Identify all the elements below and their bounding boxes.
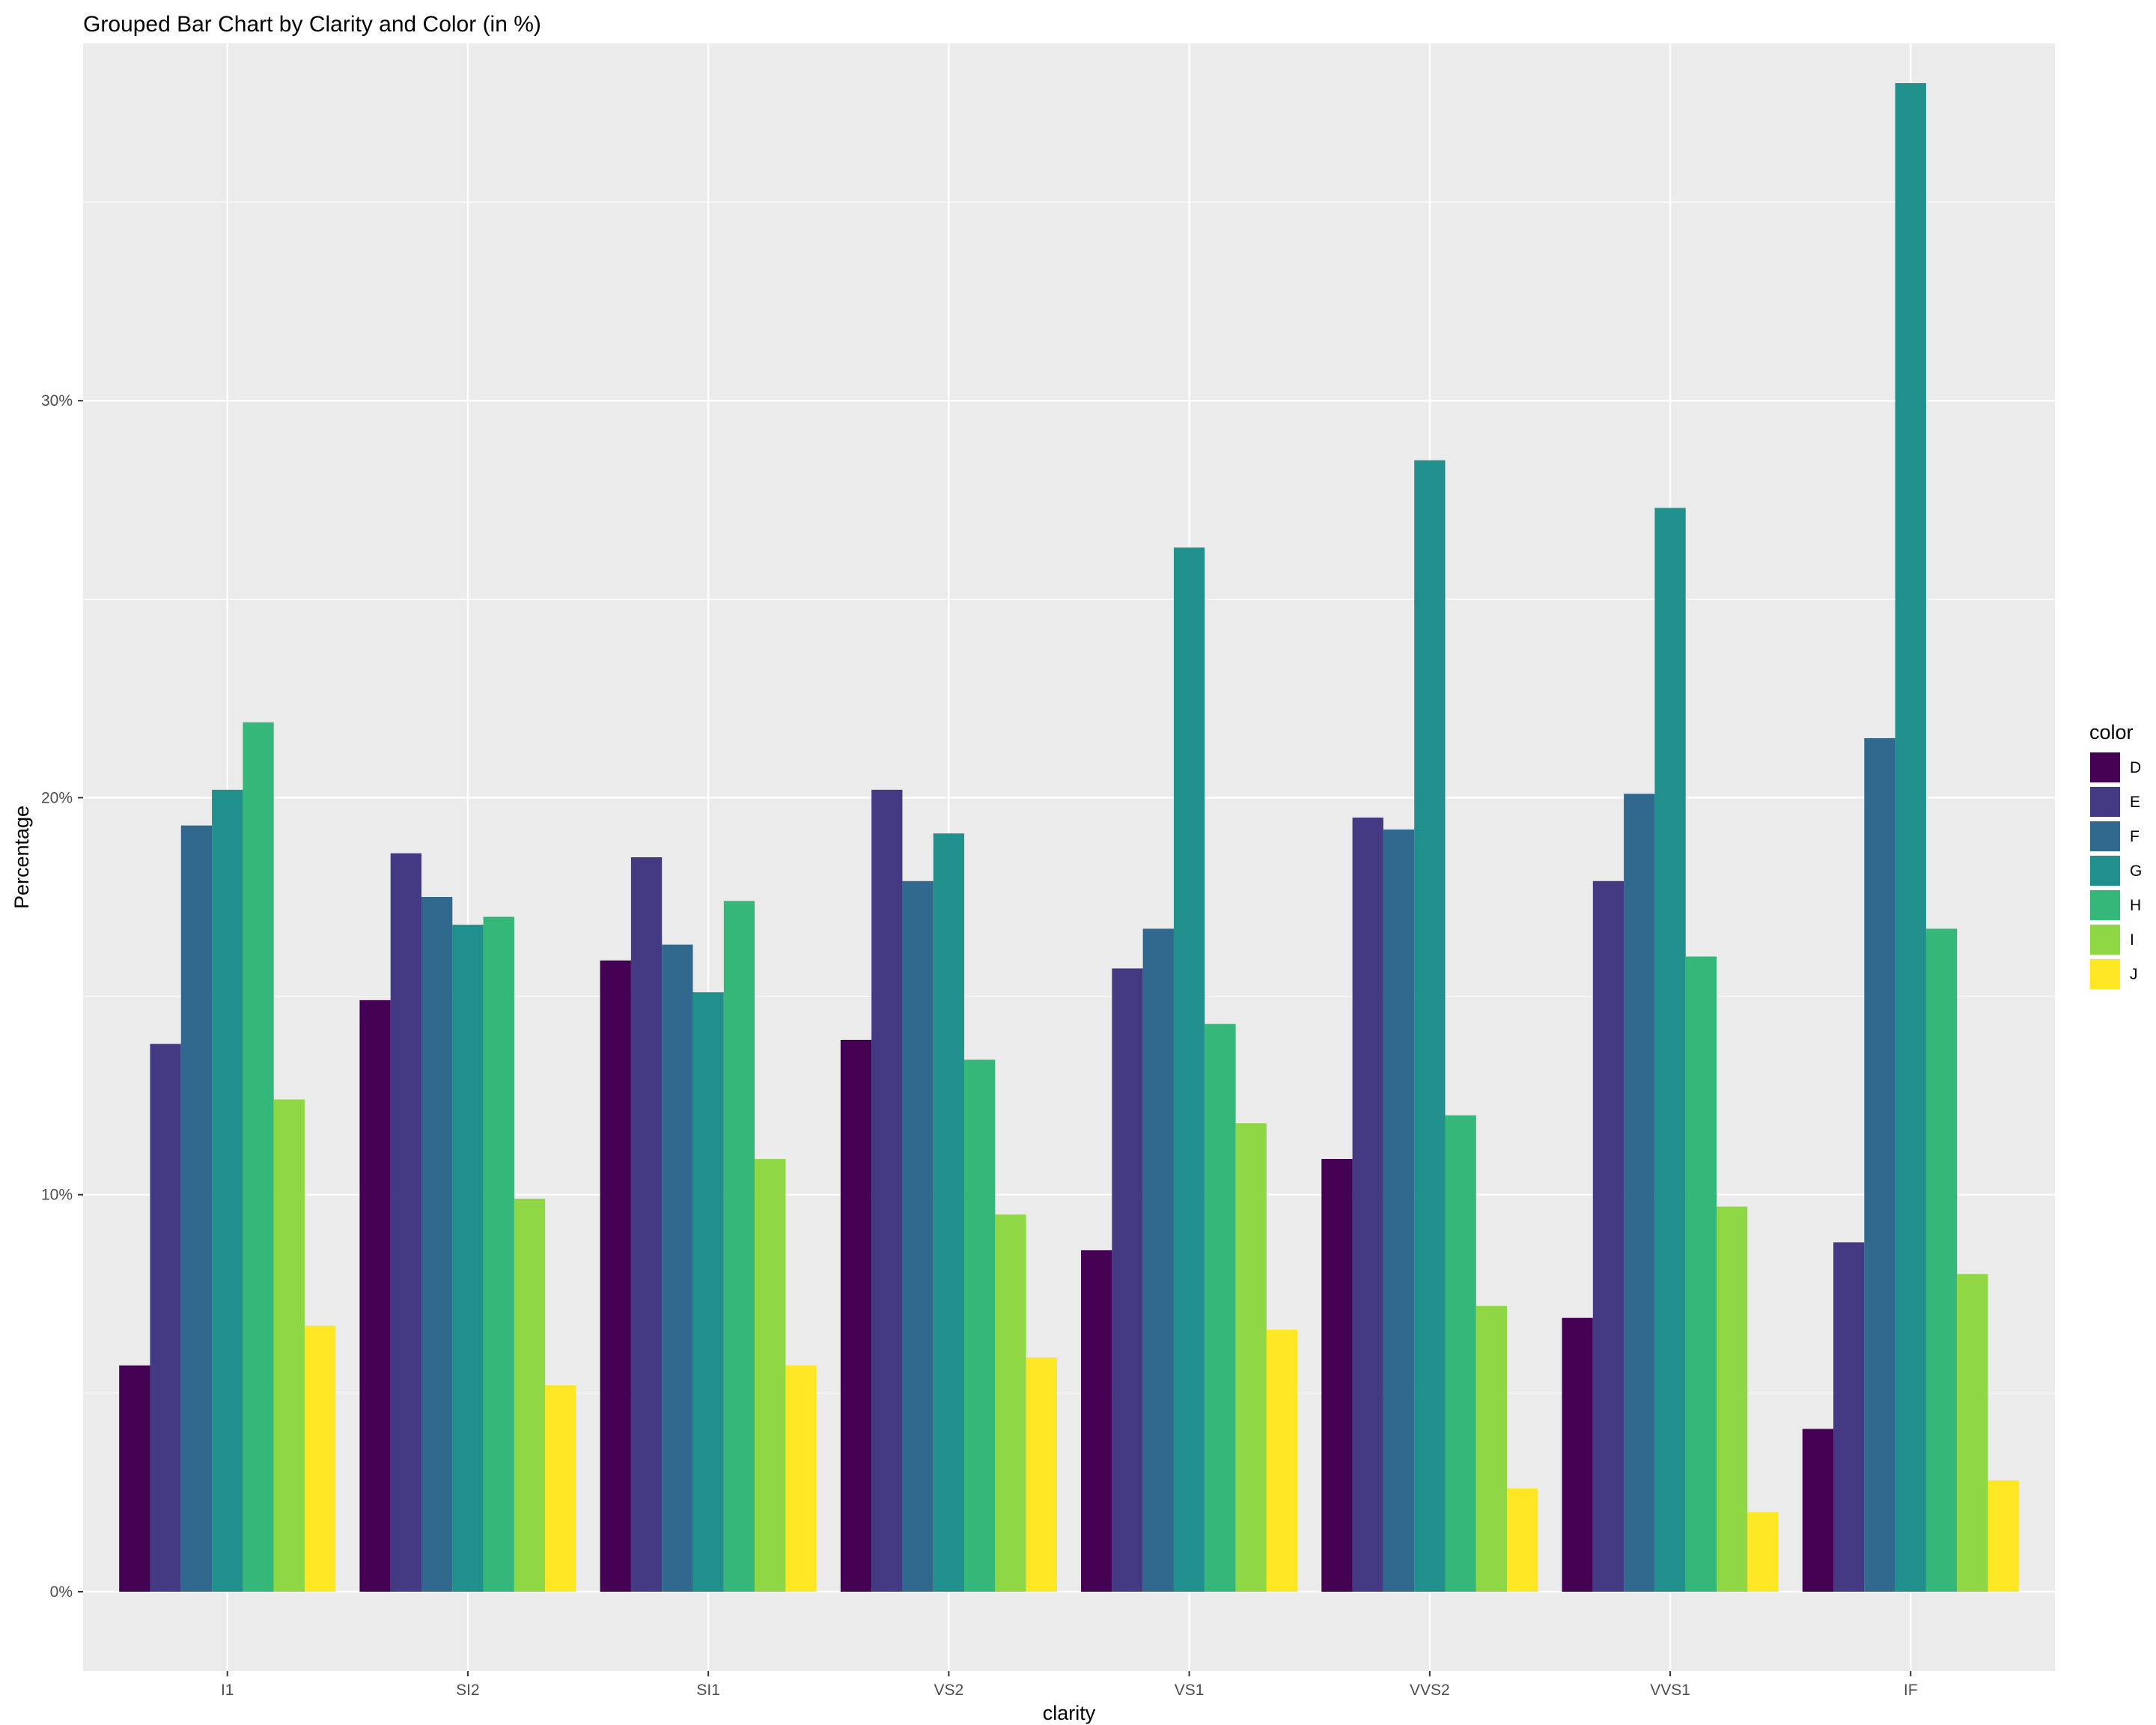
bar-vs2-d (840, 1039, 872, 1592)
bar-if-g (1895, 83, 1926, 1592)
bar-vs2-i (995, 1214, 1026, 1592)
bar-vvs2-e (1352, 817, 1383, 1592)
bar-if-j (1988, 1480, 2019, 1592)
x-tick-label: VS2 (934, 1682, 964, 1699)
bar-i1-d (119, 1365, 150, 1592)
bar-vs1-d (1081, 1250, 1112, 1592)
bar-vs1-i (1235, 1123, 1267, 1592)
bar-vvs2-i (1476, 1306, 1508, 1592)
bar-if-f (1864, 737, 1895, 1592)
bar-vs2-h (964, 1059, 996, 1592)
x-tick-label: VVS1 (1650, 1682, 1690, 1699)
y-axis-title: Percentage (10, 806, 33, 909)
x-tick-label: SI1 (696, 1682, 720, 1699)
bar-vvs1-d (1562, 1318, 1593, 1592)
y-tick-label: 20% (41, 789, 73, 806)
bar-si1-g (692, 992, 724, 1592)
bar-if-i (1957, 1274, 1988, 1592)
y-tick-label: 0% (50, 1583, 73, 1601)
bar-vvs1-i (1717, 1206, 1748, 1592)
bar-si1-f (662, 944, 693, 1592)
bar-si2-h (483, 916, 514, 1592)
bar-vs1-g (1173, 547, 1205, 1592)
bar-vs1-e (1112, 968, 1143, 1592)
bar-vvs1-f (1624, 794, 1655, 1592)
x-tick-label: VVS2 (1410, 1682, 1450, 1699)
bars-group (119, 83, 2019, 1592)
legend-title: color (2089, 721, 2134, 743)
y-axis: 0% 10% 20% 30% (41, 392, 83, 1601)
bar-i1-e (150, 1044, 181, 1592)
bar-si1-i (755, 1158, 786, 1592)
bar-i1-i (273, 1099, 305, 1592)
bar-if-h (1925, 928, 1958, 1592)
legend-swatch-h (2090, 890, 2120, 920)
x-tick-label: I1 (221, 1682, 234, 1699)
bar-si2-f (421, 897, 453, 1592)
bar-vs1-f (1142, 928, 1174, 1592)
legend-label-j: J (2130, 966, 2138, 983)
bar-i1-g (212, 789, 243, 1592)
legend-label-h: H (2130, 897, 2141, 914)
x-tick-label: SI2 (456, 1682, 480, 1699)
bar-si1-e (630, 857, 663, 1592)
bar-i1-f (180, 825, 213, 1592)
x-axis: I1 SI2 SI1 VS2 VS1 VVS2 VVS1 IF (221, 1671, 1918, 1699)
bar-si2-i (514, 1199, 546, 1592)
bar-vvs2-g (1414, 460, 1446, 1592)
legend-swatch-g (2090, 856, 2120, 886)
legend-swatch-d (2090, 752, 2120, 782)
legend-swatch-e (2090, 787, 2120, 817)
legend-label-i: I (2130, 931, 2134, 949)
bar-si2-g (452, 925, 484, 1592)
bar-vvs1-j (1747, 1512, 1779, 1592)
bar-vs2-g (933, 833, 965, 1592)
bar-vvs1-e (1592, 880, 1624, 1592)
bar-si2-d (359, 1000, 391, 1592)
chart-title: Grouped Bar Chart by Clarity and Color (… (83, 12, 541, 37)
bar-si1-j (785, 1365, 817, 1592)
bar-vs1-j (1266, 1329, 1298, 1592)
bar-vs2-f (902, 880, 934, 1592)
legend-swatch-f (2090, 821, 2120, 851)
bar-i1-h (243, 722, 274, 1592)
x-axis-title: clarity (1043, 1702, 1096, 1724)
bar-vvs2-f (1383, 829, 1415, 1592)
legend-label-g: G (2130, 862, 2142, 880)
bar-vvs2-d (1321, 1158, 1353, 1592)
x-tick-label: VS1 (1175, 1682, 1205, 1699)
bar-si2-e (390, 853, 421, 1592)
bar-vs1-h (1205, 1023, 1236, 1592)
y-tick-label: 10% (41, 1187, 73, 1204)
bar-vvs1-h (1685, 956, 1717, 1592)
bar-si2-j (545, 1385, 576, 1592)
x-tick-label: IF (1904, 1682, 1918, 1699)
bar-vvs1-g (1654, 508, 1686, 1592)
bar-vvs2-j (1507, 1488, 1538, 1592)
legend-label-f: F (2130, 828, 2140, 845)
legend-label-d: D (2130, 759, 2141, 776)
bar-si1-h (723, 901, 755, 1592)
bar-if-d (1802, 1429, 1834, 1592)
legend-swatch-i (2090, 925, 2120, 955)
legend-label-e: E (2130, 794, 2140, 811)
bar-if-e (1833, 1242, 1865, 1592)
y-tick-label: 30% (41, 392, 73, 410)
legend-swatch-j (2090, 959, 2120, 989)
bar-vvs2-h (1445, 1115, 1476, 1592)
bar-vs2-e (871, 789, 903, 1592)
bar-si1-d (600, 960, 631, 1592)
bar-i1-j (304, 1325, 336, 1592)
bar-vs2-j (1026, 1357, 1057, 1592)
